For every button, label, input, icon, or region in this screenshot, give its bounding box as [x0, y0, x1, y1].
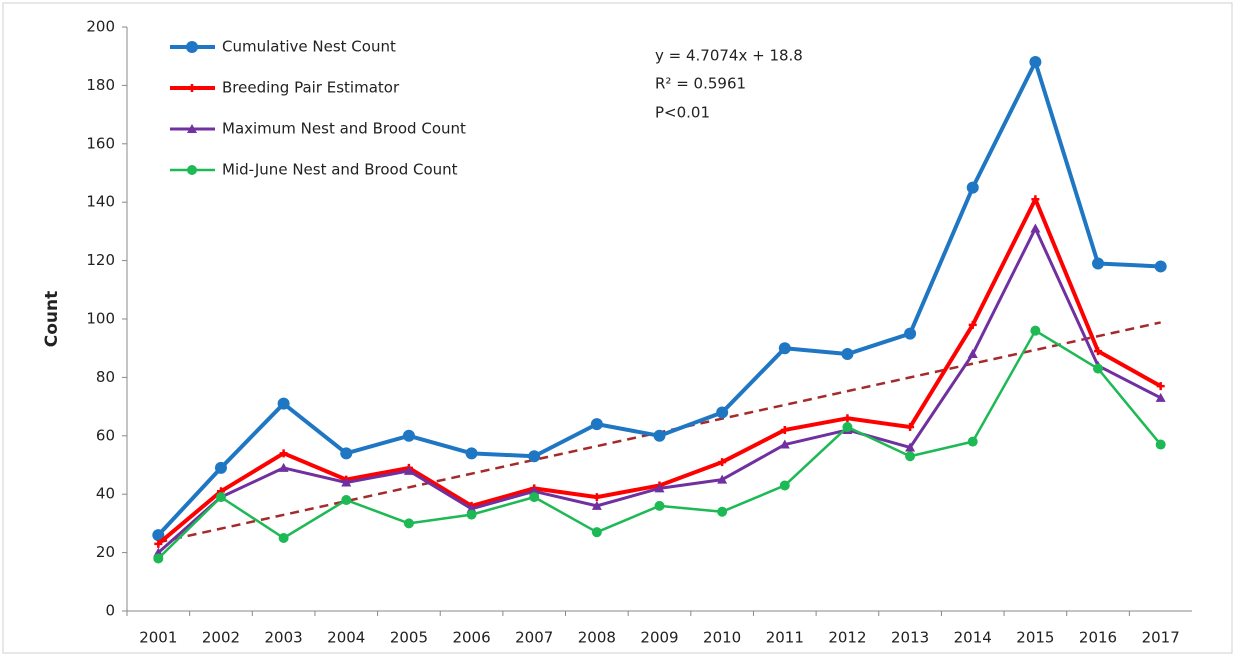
point — [843, 414, 852, 423]
y-tick-label: 200 — [86, 18, 115, 36]
x-tick-label: 2012 — [828, 629, 866, 647]
point — [967, 436, 978, 447]
point — [906, 423, 915, 432]
y-axis-label: Count — [42, 291, 62, 348]
x-tick-label: 2008 — [578, 629, 616, 647]
point — [466, 509, 477, 520]
x-tick-label: 2006 — [452, 629, 490, 647]
annotation: y = 4.7074x + 18.8 — [655, 47, 803, 65]
y-tick-label: 20 — [96, 543, 115, 561]
y-tick-label: 100 — [86, 310, 115, 328]
point — [278, 462, 289, 472]
point — [341, 495, 352, 506]
point — [653, 429, 666, 442]
point — [1030, 325, 1041, 336]
x-tick-label: 2013 — [891, 629, 929, 647]
x-tick-label: 2017 — [1142, 629, 1180, 647]
point — [529, 492, 540, 503]
point — [1156, 382, 1165, 391]
point — [779, 480, 790, 491]
legend-label: Cumulative Nest Count — [222, 38, 396, 56]
x-tick-label: 2001 — [139, 629, 177, 647]
point — [778, 342, 791, 355]
point — [717, 474, 728, 484]
y-tick-label: 180 — [86, 76, 115, 94]
point — [403, 518, 414, 529]
point — [340, 447, 353, 460]
point — [1155, 439, 1166, 450]
point — [1092, 257, 1105, 270]
point — [528, 450, 541, 463]
annotation: P<0.01 — [655, 104, 710, 122]
x-tick-label: 2010 — [703, 629, 741, 647]
point — [1154, 260, 1167, 273]
point — [716, 406, 729, 419]
legend-marker — [188, 84, 196, 92]
x-tick-label: 2014 — [954, 629, 992, 647]
point — [779, 439, 790, 449]
point — [718, 458, 727, 467]
point — [842, 422, 853, 433]
annotation: R² = 0.5961 — [655, 75, 746, 93]
point — [592, 493, 601, 502]
point — [465, 447, 478, 460]
y-tick-label: 140 — [86, 193, 115, 211]
x-tick-label: 2005 — [390, 629, 428, 647]
x-tick-label: 2009 — [640, 629, 678, 647]
point — [1031, 195, 1040, 204]
point — [402, 429, 415, 442]
legend-marker — [186, 41, 198, 53]
legend-marker — [187, 165, 197, 175]
point — [214, 461, 227, 474]
point — [967, 349, 978, 359]
legend-label: Breeding Pair Estimator — [222, 79, 400, 97]
y-tick-label: 120 — [86, 251, 115, 269]
point — [968, 320, 977, 329]
y-tick-label: 160 — [86, 134, 115, 152]
point — [654, 500, 665, 511]
point — [278, 533, 289, 543]
y-tick-label: 80 — [96, 368, 115, 386]
point — [1155, 392, 1166, 402]
x-tick-label: 2015 — [1016, 629, 1054, 647]
point — [1030, 223, 1041, 233]
point — [1093, 363, 1104, 374]
y-tick-label: 40 — [96, 485, 115, 503]
legend-label: Maximum Nest and Brood Count — [222, 120, 466, 138]
x-tick-label: 2002 — [202, 629, 240, 647]
point — [1029, 56, 1042, 69]
point — [654, 483, 665, 493]
point — [905, 451, 916, 462]
y-tick-label: 0 — [105, 602, 115, 620]
point — [341, 477, 352, 487]
point — [591, 500, 602, 510]
x-tick-label: 2004 — [327, 629, 365, 647]
point — [277, 397, 290, 410]
point — [780, 425, 789, 434]
point — [152, 529, 165, 542]
point — [590, 418, 603, 431]
legend-label: Mid-June Nest and Brood Count — [222, 161, 458, 179]
y-tick-label: 60 — [96, 426, 115, 444]
x-tick-label: 2011 — [766, 629, 804, 647]
point — [215, 492, 226, 503]
point — [841, 348, 854, 361]
point — [153, 553, 164, 564]
point — [591, 527, 602, 538]
point — [905, 442, 916, 452]
point — [279, 449, 288, 458]
point — [904, 327, 917, 340]
x-tick-label: 2003 — [265, 629, 303, 647]
x-tick-label: 2007 — [515, 629, 553, 647]
legend-marker — [187, 124, 197, 133]
x-tick-label: 2016 — [1079, 629, 1117, 647]
point — [403, 465, 414, 475]
point — [966, 181, 979, 194]
point — [1094, 347, 1103, 356]
point — [154, 539, 163, 548]
point — [717, 506, 728, 517]
